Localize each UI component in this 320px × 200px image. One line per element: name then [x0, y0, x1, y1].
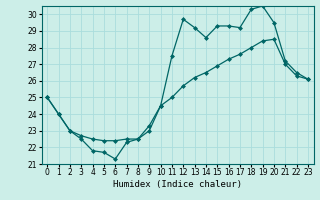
- X-axis label: Humidex (Indice chaleur): Humidex (Indice chaleur): [113, 180, 242, 189]
